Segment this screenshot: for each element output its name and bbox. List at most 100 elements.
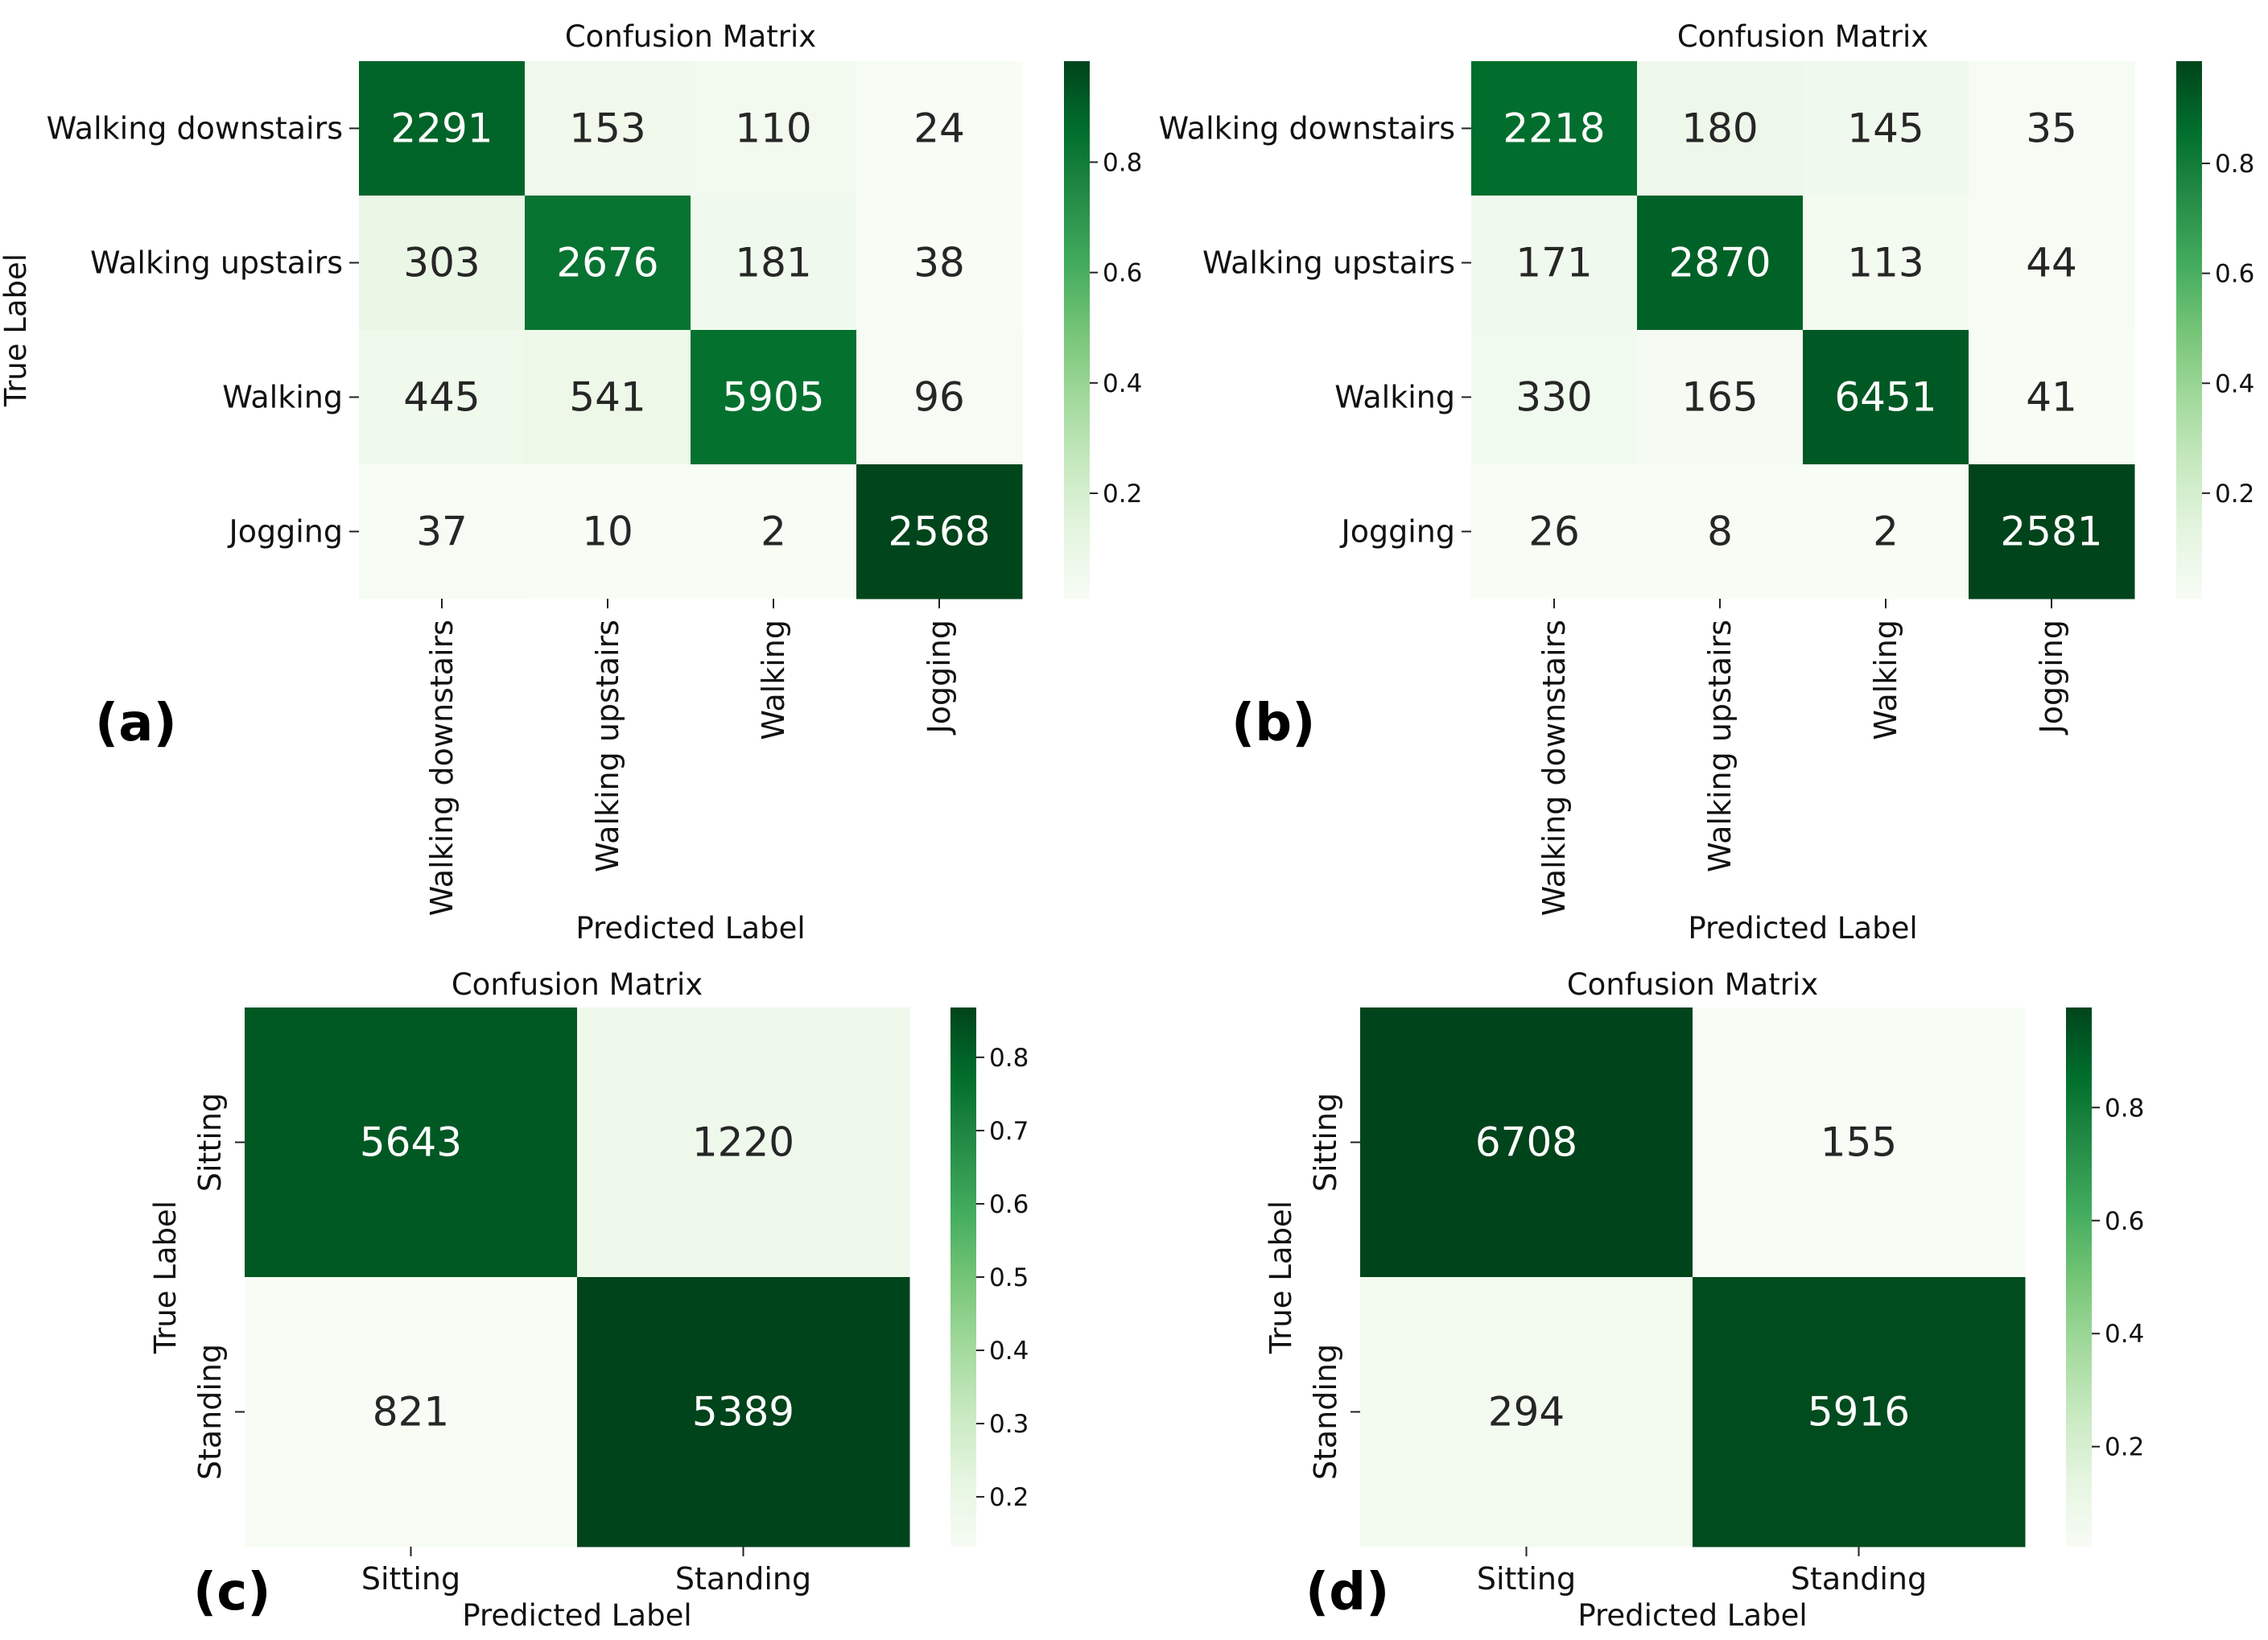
x-tick-label: Walking upstairs <box>590 620 625 872</box>
cell-value: 294 <box>1488 1389 1565 1436</box>
cell-value: 153 <box>569 105 645 152</box>
colorbar: 0.2 0.4 0.6 0.8 <box>2176 61 2254 599</box>
colorbar-tick-label: 0.4 <box>1103 369 1142 398</box>
x-tick-label: Sitting <box>1477 1561 1576 1597</box>
colorbar-tick-label: 0.4 <box>2105 1320 2144 1349</box>
heatmap-cell <box>856 330 1023 465</box>
heatmap-cell <box>1693 1007 2026 1278</box>
cell-value: 165 <box>1681 374 1758 421</box>
colorbar-gradient <box>2176 61 2202 599</box>
cell-value: 180 <box>1681 105 1758 152</box>
colorbar-tick-label: 0.4 <box>989 1337 1029 1366</box>
colorbar-tick-label: 0.6 <box>989 1190 1029 1219</box>
y-tick-label: Sitting <box>192 1093 228 1192</box>
chart-title: Confusion Matrix <box>1567 967 1818 1002</box>
x-tick-label: Walking upstairs <box>1702 620 1738 872</box>
confusion-matrix-panel: Confusion Matrix 2218 180 145 35 171 2870 113 44… <box>1159 19 2255 946</box>
colorbar-tick-label: 0.7 <box>989 1117 1029 1146</box>
y-tick-label: Sitting <box>1308 1093 1343 1192</box>
colorbar-tick-label: 0.8 <box>2215 150 2254 179</box>
cell-value: 37 <box>416 509 468 555</box>
heatmap-cell <box>1803 61 1969 196</box>
y-tick-label: Walking upstairs <box>1202 245 1455 281</box>
y-tick-label: Jogging <box>1340 514 1455 550</box>
chart-title: Confusion Matrix <box>565 19 816 54</box>
colorbar: 0.2 0.4 0.6 0.8 <box>1064 61 1142 599</box>
cell-value: 38 <box>913 240 965 286</box>
y-tick-label: Walking <box>1334 380 1455 415</box>
cell-value: 2291 <box>390 105 493 152</box>
panel-label: (a) <box>95 694 177 753</box>
y-tick-label: Walking <box>222 380 343 415</box>
colorbar: 0.2 0.4 0.6 0.8 <box>2066 1007 2144 1547</box>
cell-value: 6451 <box>1834 374 1936 421</box>
heatmap-cell <box>577 1277 910 1547</box>
colorbar-tick-label: 0.5 <box>989 1263 1029 1292</box>
colorbar-gradient <box>1064 61 1090 599</box>
heatmap-cell <box>359 464 526 600</box>
y-tick-label: Standing <box>1308 1344 1343 1480</box>
heatmap-cell <box>691 330 857 465</box>
cell-value: 171 <box>1515 240 1592 286</box>
colorbar-tick-label: 0.2 <box>989 1483 1029 1512</box>
heatmap-cell <box>1637 61 1804 196</box>
heatmap-cell <box>1969 464 2135 600</box>
heatmap-cell <box>525 330 691 465</box>
colorbar-tick-label: 0.6 <box>2105 1207 2144 1236</box>
x-tick-label: Jogging <box>922 620 957 735</box>
panels-layer: Confusion Matrix 2291 153 110 24 303 2676 181 38… <box>0 19 2254 1633</box>
cell-value: 2 <box>1873 509 1899 555</box>
heatmap-cell <box>359 61 526 196</box>
cell-value: 2568 <box>888 509 990 555</box>
cell-value: 5905 <box>722 374 824 421</box>
colorbar-tick-label: 0.8 <box>989 1044 1029 1073</box>
colorbar-gradient <box>2066 1007 2092 1547</box>
confusion-matrix-panel: Confusion Matrix 5643 1220 821 5389 Sitting St… <box>148 967 1029 1633</box>
heatmap-cell <box>1803 330 1969 465</box>
cell-value: 2218 <box>1503 105 1605 152</box>
x-tick-label: Walking downstairs <box>424 620 460 916</box>
heatmap-cell <box>359 196 526 331</box>
cell-value: 6708 <box>1475 1119 1577 1166</box>
colorbar-tick-label: 0.8 <box>1103 149 1142 178</box>
colorbar-tick-label: 0.3 <box>989 1410 1029 1439</box>
heatmap-cell <box>1637 196 1804 331</box>
cell-value: 110 <box>735 105 811 152</box>
cell-value: 35 <box>2026 105 2077 152</box>
cell-value: 113 <box>1847 240 1924 286</box>
y-axis-label: True Label <box>0 253 33 407</box>
heatmap-cell <box>1471 464 1638 600</box>
cell-value: 26 <box>1528 509 1580 555</box>
colorbar: 0.2 0.3 0.4 0.5 0.6 0.7 0.8 <box>950 1007 1029 1547</box>
heatmap-cell <box>1693 1277 2026 1547</box>
cell-value: 10 <box>582 509 633 555</box>
colorbar-tick-label: 0.4 <box>2215 369 2254 398</box>
heatmap-cell <box>525 196 691 331</box>
y-tick-label: Walking upstairs <box>90 245 343 281</box>
cell-value: 2676 <box>556 240 658 286</box>
colorbar-tick-label: 0.8 <box>2105 1094 2144 1123</box>
cell-value: 2870 <box>1668 240 1771 286</box>
heatmap-cell <box>245 1007 578 1278</box>
heatmap-cell <box>359 330 526 465</box>
x-tick-label: Standing <box>675 1561 811 1597</box>
cell-value: 2 <box>761 509 786 555</box>
heatmap-cell <box>691 196 857 331</box>
x-axis-label: Predicted Label <box>462 1598 691 1633</box>
x-tick-label: Walking <box>1868 620 1903 740</box>
cell-value: 24 <box>913 105 965 152</box>
heatmap-cell <box>577 1007 910 1278</box>
heatmap-cell <box>856 464 1023 600</box>
colorbar-tick-label: 0.6 <box>1103 259 1142 288</box>
y-tick-label: Walking downstairs <box>47 111 343 146</box>
chart-title: Confusion Matrix <box>1677 19 1928 54</box>
colorbar-tick-label: 0.2 <box>1103 480 1142 509</box>
y-tick-label: Walking downstairs <box>1159 111 1455 146</box>
cell-value: 181 <box>735 240 811 286</box>
cell-value: 5916 <box>1808 1389 1910 1436</box>
cell-value: 145 <box>1847 105 1924 152</box>
heatmap-cell <box>856 196 1023 331</box>
heatmap-cell <box>691 61 857 196</box>
heatmap-cell <box>1803 464 1969 600</box>
